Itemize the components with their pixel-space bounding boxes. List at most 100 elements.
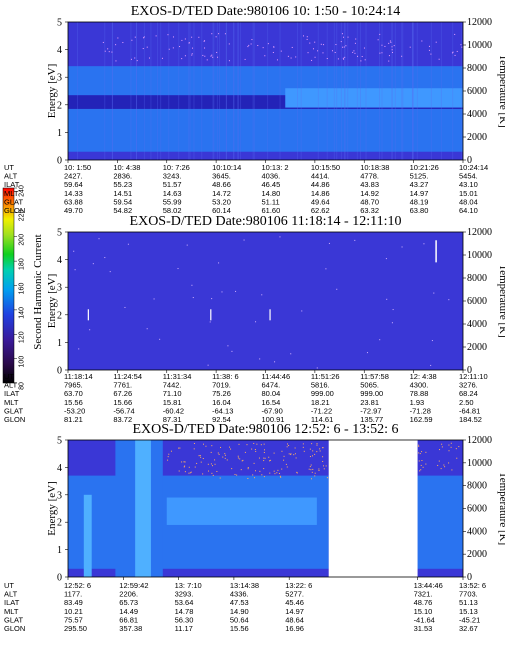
speckle [142,48,144,50]
table-cell: 10: 4:38 [113,163,140,172]
table-cell: 58.02 [163,206,182,215]
speckle [194,466,196,468]
colorbar-tick-label: 120 [19,331,26,343]
table-cell: 51.11 [262,197,280,206]
speckle [392,309,394,311]
streak [225,22,227,160]
speckle [295,56,297,58]
colorbar-tick-label: 160 [19,283,26,295]
speckle [247,478,249,480]
speckle [237,457,239,459]
speckle [381,44,383,46]
speckle [302,446,304,448]
speckle [253,462,255,464]
speckle [425,463,427,465]
speckle [212,56,214,58]
streak [233,22,234,160]
speckle [209,321,211,323]
speckle [228,60,230,62]
table-cell: 5065. [360,381,379,390]
table-cell: 4336. [230,590,249,599]
table-cell: 14.72 [212,189,231,198]
speckle [219,477,221,479]
row-label: ALT [4,590,18,599]
speckle [379,339,381,341]
speckle [196,462,198,464]
y-tick-label: 1 [57,128,62,139]
table-cell: -41.64 [414,615,435,624]
speckle [353,50,355,52]
y2-tick-label: 4000 [467,526,487,537]
speckle [73,250,75,252]
speckle [183,466,185,468]
speckle [422,466,424,468]
speckle [342,57,344,59]
table-cell: 15.56 [230,624,249,633]
speckle [290,57,292,59]
table-cell: 15.01 [459,189,478,198]
speckle [241,460,243,462]
speckle [218,33,220,35]
speckle [228,43,230,45]
speckle [342,46,344,48]
speckle [316,367,318,369]
speckle [307,52,309,54]
speckle [272,51,274,53]
y-tick-label: 2 [57,518,62,529]
speckle [204,47,206,49]
speckle [198,36,200,38]
speckle [279,236,281,238]
y-tick-label: 0 [57,156,62,167]
table-cell: 10:18:38 [360,163,389,172]
table-cell: 10:15:50 [311,163,340,172]
speckle [264,457,266,459]
table-cell: 999.00 [311,389,334,398]
speckle [318,468,320,470]
speckle [127,243,129,245]
table-cell: 11:51:26 [311,372,340,381]
heatmap-background [68,232,463,370]
speckle [294,453,296,455]
speckle [274,473,276,475]
speckle [98,238,100,240]
speckle [433,292,435,294]
y2-tick-label: 2000 [467,342,487,353]
speckle [172,47,174,49]
speckle [311,443,313,445]
speckle [211,472,213,474]
speckle [263,443,265,445]
heatmap-area [68,440,463,577]
speckle [401,246,403,248]
table-cell: 7965. [64,381,83,390]
speckle [230,448,232,450]
speckle [444,466,446,468]
speckle [264,55,266,57]
speckle [309,455,311,457]
table-cell: 67.26 [113,389,132,398]
speckle [211,445,213,447]
streak [333,22,335,160]
speckle [302,443,304,445]
speckle [184,55,186,57]
table-cell: 16.04 [212,398,231,407]
y2-axis-label: Temperature [K] [497,472,505,545]
speckle [115,60,117,62]
table-cell: 7703. [459,590,478,599]
speckle [435,41,437,43]
table-cell: 31.53 [414,624,433,633]
speckle [248,44,250,46]
streak [240,22,242,160]
speckle [303,35,305,37]
speckle [354,239,356,241]
table-cell: 15.56 [64,398,83,407]
row-label: MLT [4,607,19,616]
speckle [220,446,222,448]
y-tick-label: 5 [57,228,62,239]
speckle [168,48,170,50]
speckle [212,465,214,467]
speckle [167,459,169,461]
speckle [309,466,311,468]
speckle [337,58,339,60]
speckle [193,448,195,450]
speckle [206,59,208,61]
